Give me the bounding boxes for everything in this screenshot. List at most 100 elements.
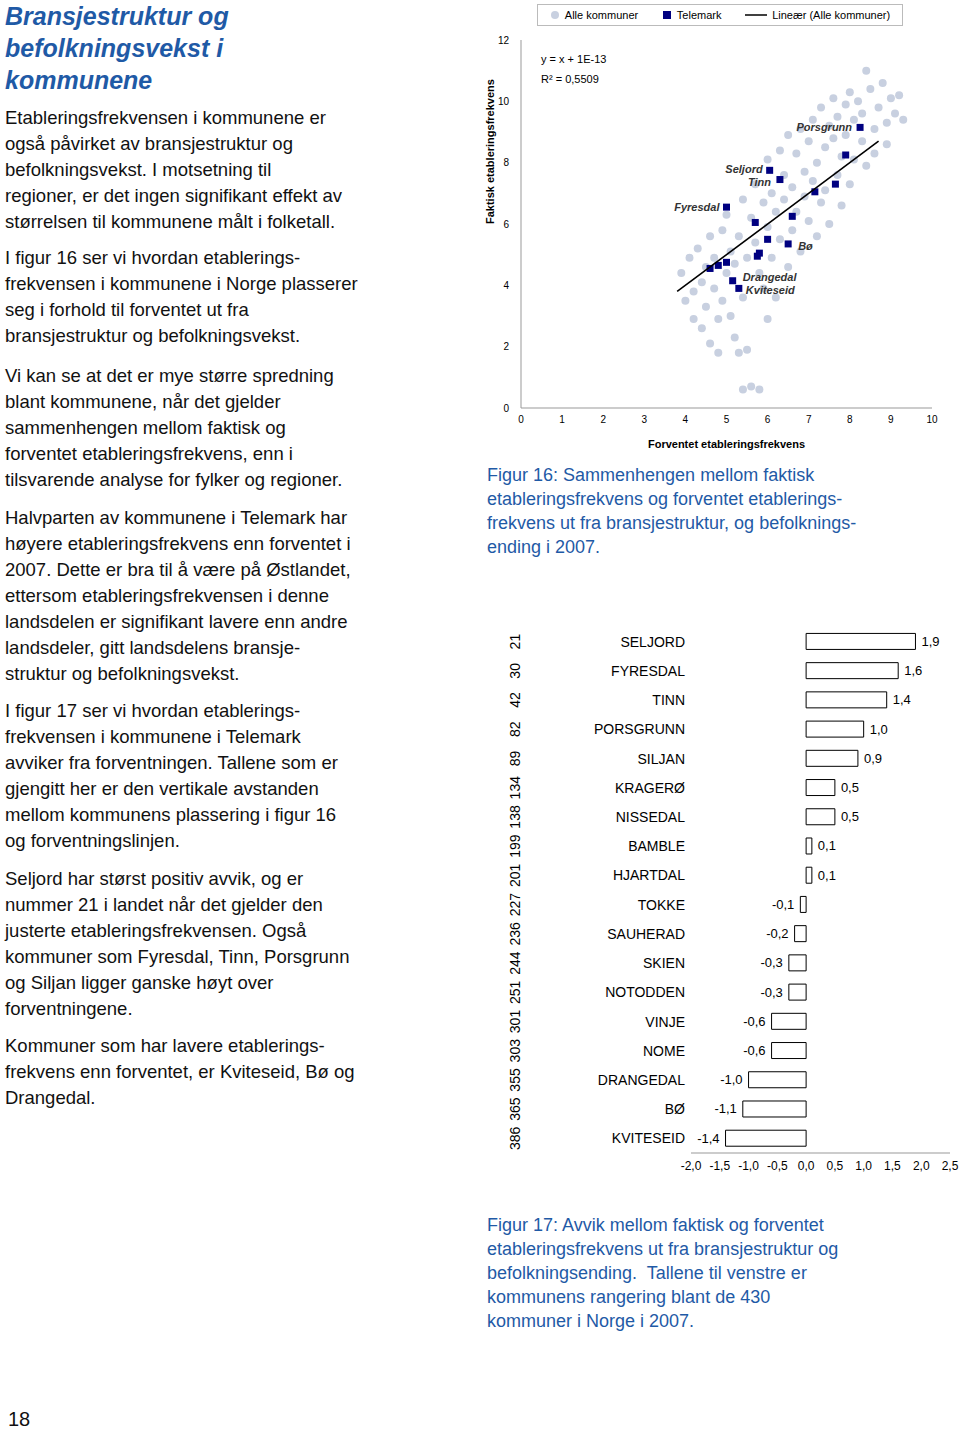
html-text:befolkningsvekst. I motsetning: befolkningsvekst. I motsetning til xyxy=(5,159,272,180)
svg-text:2,5: 2,5 xyxy=(942,1159,952,1173)
svg-text:Fyresdal: Fyresdal xyxy=(674,201,720,213)
svg-text:7: 7 xyxy=(806,414,812,425)
svg-text:6: 6 xyxy=(765,414,771,425)
svg-text:KRAGERØ: KRAGERØ xyxy=(615,780,685,796)
svg-text:134: 134 xyxy=(507,776,523,800)
svg-text:4: 4 xyxy=(503,280,509,291)
svg-text:355: 355 xyxy=(507,1068,523,1092)
svg-text:1,6: 1,6 xyxy=(904,663,922,678)
svg-text:9: 9 xyxy=(888,414,894,425)
html-text:Etableringsfrekvensen i kommun: Etableringsfrekvensen i kommunene er xyxy=(5,107,326,128)
svg-text:89: 89 xyxy=(507,751,523,767)
svg-text:301: 301 xyxy=(507,1010,523,1034)
svg-text:0,1: 0,1 xyxy=(818,838,836,853)
svg-text:VINJE: VINJE xyxy=(645,1014,685,1030)
svg-text:BAMBLE: BAMBLE xyxy=(628,838,685,854)
svg-text:Porsgrunn: Porsgrunn xyxy=(796,121,852,133)
svg-text:2: 2 xyxy=(600,414,606,425)
svg-text:-0,2: -0,2 xyxy=(766,926,788,941)
svg-text:SELJORD: SELJORD xyxy=(620,634,685,650)
svg-text:244: 244 xyxy=(507,951,523,975)
svg-text:-1,5: -1,5 xyxy=(709,1159,730,1173)
svg-text:-1,1: -1,1 xyxy=(714,1101,736,1116)
html-text:kommunene: kommunene xyxy=(5,66,153,94)
svg-text:21: 21 xyxy=(507,634,523,650)
svg-text:1,5: 1,5 xyxy=(884,1159,901,1173)
svg-text:8: 8 xyxy=(503,157,509,168)
svg-text:FYRESDAL: FYRESDAL xyxy=(611,663,685,679)
svg-text:251: 251 xyxy=(507,980,523,1004)
svg-text:-0,1: -0,1 xyxy=(772,897,794,912)
svg-text:NOTODDEN: NOTODDEN xyxy=(605,984,685,1000)
svg-text:138: 138 xyxy=(507,805,523,829)
svg-text:2,0: 2,0 xyxy=(913,1159,930,1173)
svg-text:KVITESEID: KVITESEID xyxy=(612,1130,685,1146)
svg-text:82: 82 xyxy=(507,721,523,737)
svg-text:1: 1 xyxy=(559,414,565,425)
html-text:regioner, er det ingen signifi: regioner, er det ingen signifikant effek… xyxy=(5,185,342,206)
svg-text:1,4: 1,4 xyxy=(893,692,911,707)
svg-text:-1,4: -1,4 xyxy=(697,1131,719,1146)
svg-text:HJARTDAL: HJARTDAL xyxy=(613,867,685,883)
svg-text:6: 6 xyxy=(503,219,509,230)
html-text:18: 18 xyxy=(8,1408,31,1430)
svg-text:0: 0 xyxy=(518,414,524,425)
svg-text:SILJAN: SILJAN xyxy=(638,751,685,767)
svg-text:0,1: 0,1 xyxy=(818,868,836,883)
svg-text:365: 365 xyxy=(507,1097,523,1121)
svg-text:-1,0: -1,0 xyxy=(738,1159,759,1173)
svg-text:TINN: TINN xyxy=(652,692,685,708)
svg-text:8: 8 xyxy=(847,414,853,425)
svg-text:201: 201 xyxy=(507,863,523,887)
svg-text:2: 2 xyxy=(503,341,509,352)
svg-text:-0,6: -0,6 xyxy=(743,1043,765,1058)
svg-text:0: 0 xyxy=(503,403,509,414)
svg-text:NOME: NOME xyxy=(643,1043,685,1059)
svg-text:SAUHERAD: SAUHERAD xyxy=(607,926,685,942)
html-text:Bransjestruktur og: Bransjestruktur og xyxy=(5,2,229,30)
svg-text:3: 3 xyxy=(642,414,648,425)
svg-text:0,5: 0,5 xyxy=(841,809,859,824)
svg-text:386: 386 xyxy=(507,1126,523,1150)
svg-text:10: 10 xyxy=(926,414,938,425)
svg-text:Kviteseid: Kviteseid xyxy=(746,284,795,296)
svg-text:Faktisk etableringsfrekvens: Faktisk etableringsfrekvens xyxy=(484,79,496,224)
svg-text:-1,0: -1,0 xyxy=(720,1072,742,1087)
html-text:størrelsen til kommunene målt: størrelsen til kommunene målt i folketal… xyxy=(5,211,335,232)
svg-text:Tinn: Tinn xyxy=(748,176,771,188)
svg-text:199: 199 xyxy=(507,834,523,858)
svg-text:227: 227 xyxy=(507,893,523,917)
svg-text:0,5: 0,5 xyxy=(841,780,859,795)
svg-text:-0,3: -0,3 xyxy=(760,955,782,970)
svg-text:TOKKE: TOKKE xyxy=(638,897,685,913)
svg-text:Forventet etableringsfrekvens: Forventet etableringsfrekvens xyxy=(648,438,805,450)
svg-text:236: 236 xyxy=(507,922,523,946)
svg-text:DRANGEDAL: DRANGEDAL xyxy=(598,1072,685,1088)
svg-text:1,0: 1,0 xyxy=(855,1159,872,1173)
svg-text:-0,3: -0,3 xyxy=(760,985,782,1000)
svg-text:4: 4 xyxy=(683,414,689,425)
svg-text:PORSGRUNN: PORSGRUNN xyxy=(594,721,685,737)
html-text:befolkningsvekst i: befolkningsvekst i xyxy=(5,34,224,62)
svg-text:1,0: 1,0 xyxy=(870,722,888,737)
svg-text:Seljord: Seljord xyxy=(725,163,763,175)
svg-text:1,9: 1,9 xyxy=(921,634,939,649)
svg-text:SKIEN: SKIEN xyxy=(643,955,685,971)
svg-text:-0,6: -0,6 xyxy=(743,1014,765,1029)
svg-text:-2,0: -2,0 xyxy=(681,1159,702,1173)
svg-text:NISSEDAL: NISSEDAL xyxy=(616,809,685,825)
svg-text:-0,5: -0,5 xyxy=(767,1159,788,1173)
svg-text:10: 10 xyxy=(498,96,510,107)
svg-text:12: 12 xyxy=(498,35,510,46)
svg-text:Drangedal: Drangedal xyxy=(743,271,798,283)
svg-text:Bø: Bø xyxy=(798,240,813,252)
svg-text:42: 42 xyxy=(507,692,523,708)
svg-text:0,5: 0,5 xyxy=(827,1159,844,1173)
html-text:også påvirket av bransjestrukt: også påvirket av bransjestruktur og xyxy=(5,133,293,154)
svg-text:BØ: BØ xyxy=(665,1101,685,1117)
svg-text:0,9: 0,9 xyxy=(864,751,882,766)
svg-text:30: 30 xyxy=(507,663,523,679)
svg-text:303: 303 xyxy=(507,1039,523,1063)
svg-text:5: 5 xyxy=(724,414,730,425)
svg-text:0,0: 0,0 xyxy=(798,1159,815,1173)
